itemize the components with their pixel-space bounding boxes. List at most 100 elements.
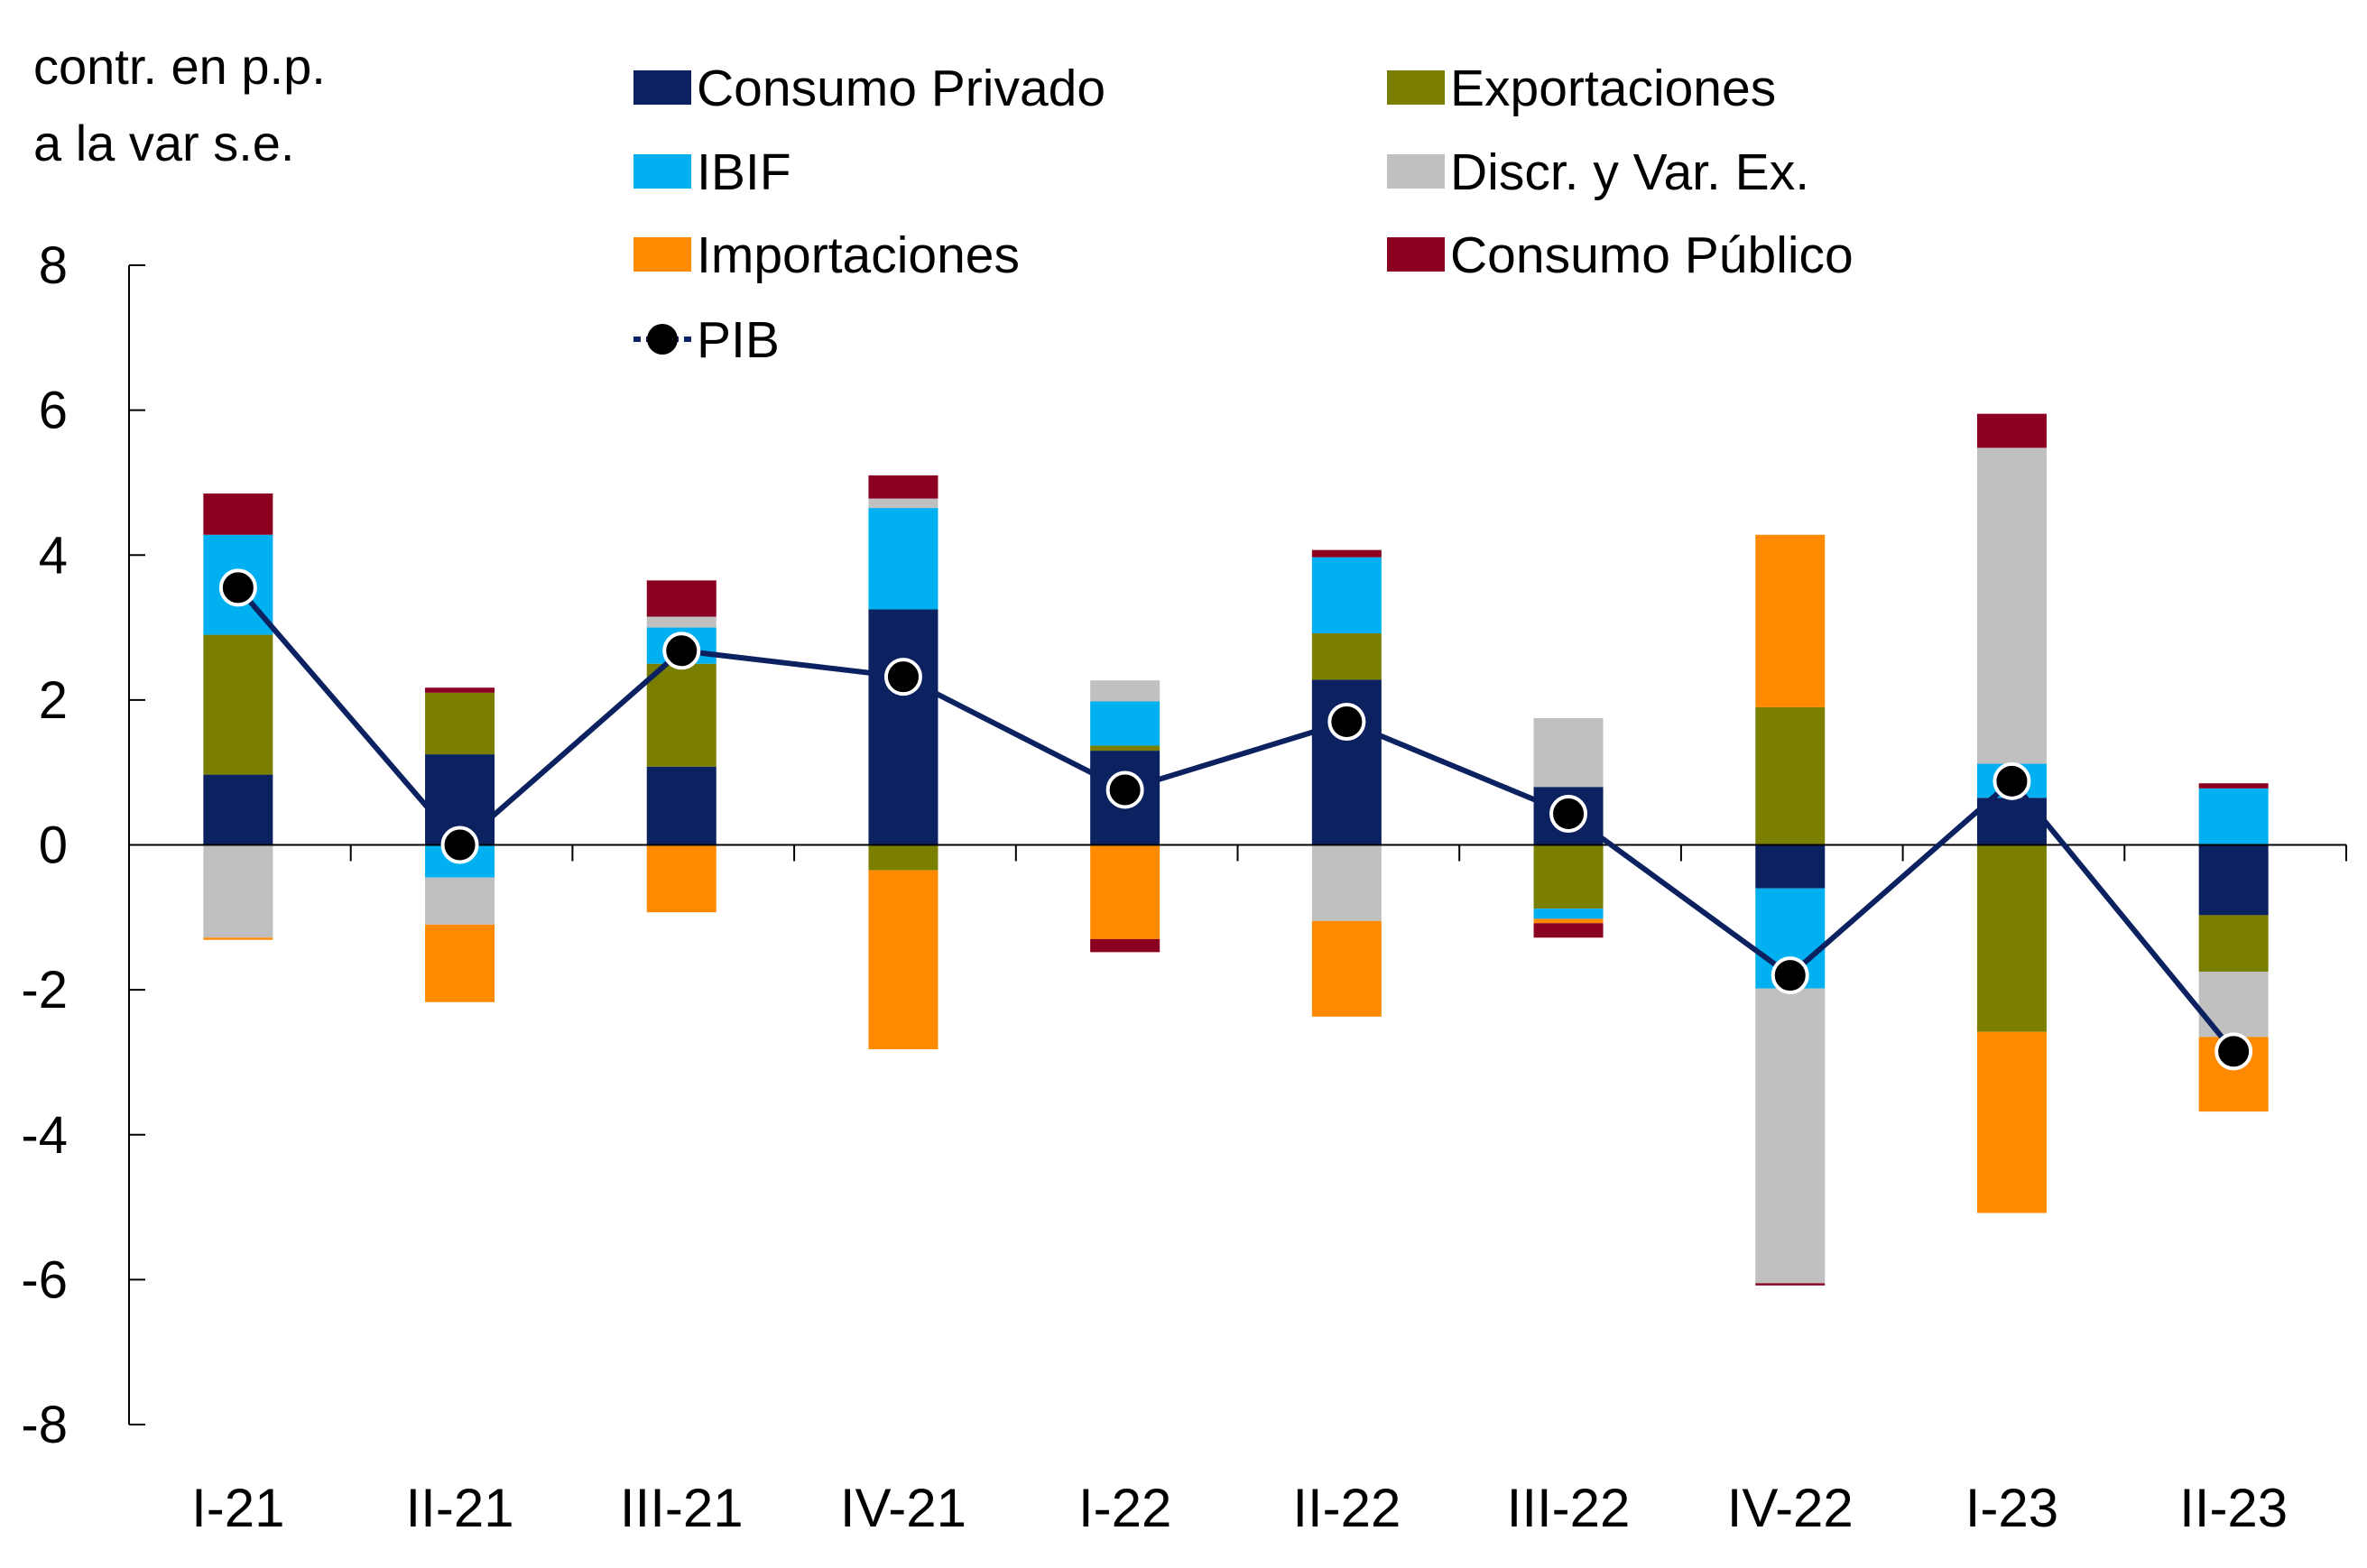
bar-segment <box>1533 918 1604 924</box>
bar-segment <box>646 766 717 845</box>
pib-point <box>1105 770 1144 809</box>
pib-point <box>883 658 922 696</box>
pib-point <box>2214 1032 2253 1071</box>
legend-label: Discr. y Var. Ex. <box>1450 143 1809 201</box>
bar-segment <box>868 609 938 845</box>
x-tick-label: I-23 <box>1965 1478 2058 1538</box>
legend-marker <box>647 324 678 355</box>
bar-segment <box>1976 413 2047 448</box>
bar-segment <box>646 844 717 913</box>
bar-segment <box>425 877 495 925</box>
bar-segment <box>203 937 273 940</box>
pib-point <box>1327 702 1366 741</box>
legend-label: IBIF <box>697 143 791 201</box>
pib-point <box>1771 956 1809 995</box>
y-tick-label: -2 <box>21 961 68 1019</box>
legend-swatch <box>633 237 691 272</box>
x-tick-label: II-23 <box>2179 1478 2288 1538</box>
bar-segment <box>1976 844 2047 1032</box>
legend-label: Importaciones <box>697 226 1020 284</box>
y-tick-label: 0 <box>39 816 68 875</box>
x-tick-label: I-22 <box>1078 1478 1171 1538</box>
bar-segment <box>2198 915 2269 973</box>
pib-point <box>1993 761 2031 800</box>
legend-label: Consumo Público <box>1450 226 1854 284</box>
legend-swatch <box>1387 154 1445 189</box>
x-tick-label: IV-22 <box>1727 1478 1854 1538</box>
bar-segment <box>868 498 938 509</box>
y-tick-label: -6 <box>21 1250 68 1309</box>
bar-segment <box>1311 632 1382 680</box>
legend-swatch <box>633 70 691 105</box>
legend-swatch <box>633 154 691 189</box>
x-tick-label: II-22 <box>1292 1478 1401 1538</box>
bar-segment <box>1755 706 1826 845</box>
bar-segment <box>1311 844 1382 921</box>
bar-segment <box>203 493 273 535</box>
legend-label: PIB <box>697 311 780 369</box>
bar-segment <box>1976 447 2047 764</box>
bar-segment <box>203 634 273 775</box>
legend-swatch <box>1387 70 1445 105</box>
pib-point <box>440 826 479 864</box>
bar-segment <box>868 508 938 610</box>
bar-segment <box>1976 1031 2047 1213</box>
legend-label: Exportaciones <box>1450 60 1776 117</box>
pib-line <box>218 568 2253 1071</box>
bar-segment <box>1533 909 1604 919</box>
bar-segment <box>1533 844 1604 909</box>
bar-segment <box>425 692 495 755</box>
bar-segment <box>1755 988 1826 1284</box>
pib-series-line <box>236 586 2236 1054</box>
bar-segment <box>1090 701 1160 746</box>
bar-segment <box>1755 534 1826 707</box>
bar-segment <box>1090 680 1160 702</box>
bar-segment <box>425 924 495 1002</box>
y-tick-label: 8 <box>39 236 68 295</box>
pib-point <box>1549 794 1588 833</box>
y-axis-label-line2: a la var s.e. <box>33 115 294 171</box>
y-tick-label: -4 <box>21 1106 68 1165</box>
bar-segment <box>868 844 938 871</box>
legend-swatch <box>1387 237 1445 272</box>
bar-segment <box>1755 1283 1826 1286</box>
bar-segment <box>1533 717 1604 788</box>
bar-segment <box>425 687 495 693</box>
y-tick-label: 6 <box>39 382 68 440</box>
legend-label: Consumo Privado <box>697 60 1105 117</box>
bar-segment <box>2198 844 2269 916</box>
y-axis-label-line1: contr. en p.p. <box>33 38 326 95</box>
x-tick-label: III-22 <box>1507 1478 1631 1538</box>
bar-segment <box>1090 938 1160 953</box>
bar-segment <box>1090 844 1160 939</box>
pib-point <box>662 632 701 670</box>
bar-segment <box>868 475 938 499</box>
y-tick-label: 4 <box>39 526 68 585</box>
axes: 8 6 4 2 0 -2 -4 -6 -8 I-21 II-21 III-21 IV-21 I-22 II-… <box>21 236 2347 1538</box>
bar-segment <box>1090 745 1160 752</box>
bar-segment <box>203 844 273 938</box>
bar-segment <box>1311 557 1382 633</box>
pib-point <box>218 568 257 607</box>
bar-segment <box>1533 923 1604 938</box>
bar-segment <box>646 663 717 767</box>
x-tick-label: I-21 <box>191 1478 284 1538</box>
bar-segment <box>2198 783 2269 789</box>
x-tick-label: II-21 <box>406 1478 514 1538</box>
bar-segment <box>1311 920 1382 1017</box>
bar-segment <box>2198 788 2269 845</box>
bar-segment <box>868 870 938 1049</box>
bar-segment <box>1755 844 1826 889</box>
legend: Consumo Privado Exportaciones IBIF Discr. y… <box>633 60 1854 369</box>
y-tick-label: 2 <box>39 671 68 730</box>
y-tick-label: -8 <box>21 1396 68 1454</box>
bar-segment <box>646 580 717 617</box>
bar-segment <box>203 774 273 845</box>
bar-segment <box>2198 972 2269 1038</box>
bars <box>203 413 2269 1286</box>
x-tick-label: III-21 <box>620 1478 744 1538</box>
bar-segment <box>1311 549 1382 558</box>
bar-segment <box>646 616 717 628</box>
x-tick-label: IV-21 <box>840 1478 966 1538</box>
